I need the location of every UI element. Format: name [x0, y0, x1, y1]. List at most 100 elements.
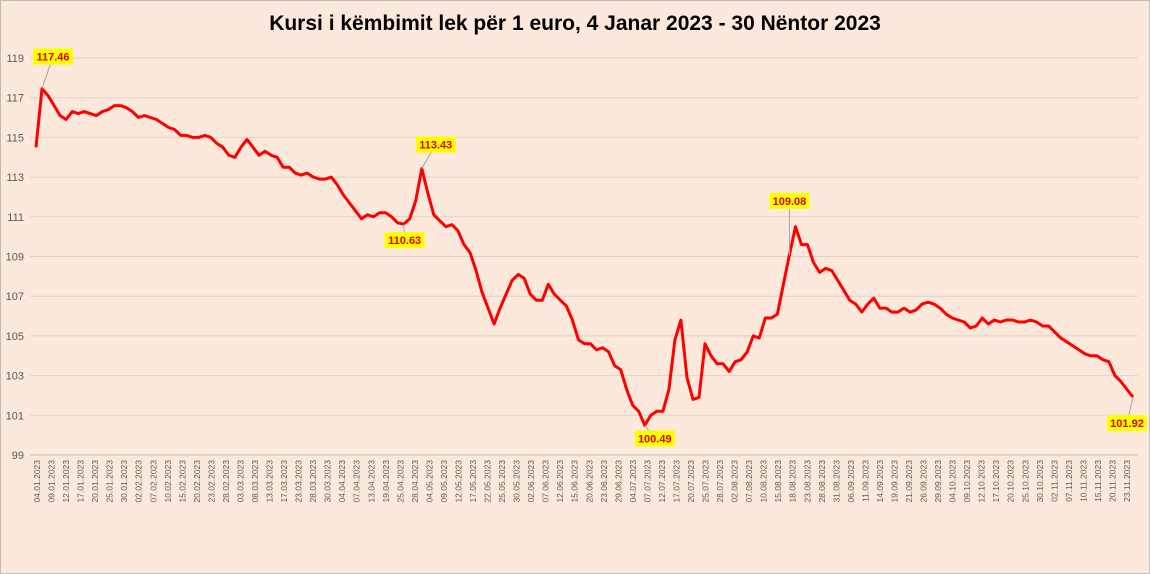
annotation-label: 117.46 [37, 52, 70, 64]
x-tick-label: 20.07.2023 [686, 460, 696, 503]
x-tick-label: 29.06.2023 [613, 460, 623, 503]
annotation-box [33, 48, 74, 65]
x-tick-label: 17.07.2023 [671, 460, 681, 503]
y-tick-label: 107 [6, 291, 24, 303]
x-tick-label: 14.09.2023 [875, 460, 885, 503]
x-tick-label: 02.11.2023 [1049, 460, 1059, 502]
x-tick-label: 09.01.2023 [47, 460, 57, 503]
annotation-box [415, 136, 456, 153]
x-tick-label: 12.10.2023 [977, 460, 987, 503]
y-tick-label: 111 [7, 212, 24, 224]
annotation-box [1107, 415, 1147, 432]
annotation-label: 109.08 [773, 196, 807, 208]
x-tick-label: 17.03.2023 [279, 460, 289, 503]
x-tick-label: 28.03.2023 [308, 460, 318, 503]
x-tick-label: 02.02.2023 [134, 460, 144, 503]
x-tick-label: 30.01.2023 [119, 460, 129, 503]
x-tick-label: 28.08.2023 [817, 460, 827, 503]
y-tick-label: 117 [6, 93, 24, 105]
x-tick-label: 03.03.2023 [235, 460, 245, 503]
x-tick-label: 02.06.2023 [526, 460, 536, 503]
x-tick-label: 12.07.2023 [657, 460, 667, 503]
y-tick-label: 99 [12, 450, 24, 462]
x-tick-label: 15.06.2023 [570, 460, 580, 503]
x-tick-label: 25.01.2023 [105, 460, 115, 503]
x-tick-label: 07.08.2023 [744, 460, 754, 503]
x-tick-label: 07.02.2023 [148, 460, 158, 503]
x-tick-label: 15.02.2023 [177, 460, 187, 503]
y-tick-label: 109 [6, 252, 24, 264]
x-tick-label: 13.03.2023 [265, 460, 275, 503]
x-tick-label: 04.01.2023 [32, 460, 42, 503]
x-tick-label: 22.05.2023 [483, 460, 493, 503]
x-tick-label: 10.02.2023 [163, 460, 173, 503]
x-tick-label: 11.09.2023 [860, 460, 870, 502]
x-tick-label: 12.01.2023 [61, 460, 71, 503]
x-tick-label: 30.03.2023 [323, 460, 333, 503]
annotation-label: 113.43 [419, 140, 452, 152]
x-tick-label: 23.03.2023 [294, 460, 304, 503]
annotation-label: 110.63 [388, 235, 421, 247]
annotation-box [634, 430, 675, 447]
x-tick-label: 25.04.2023 [395, 460, 405, 503]
x-tick-label: 12.06.2023 [555, 460, 565, 503]
chart-title: Kursi i këmbimit lek për 1 euro, 4 Janar… [269, 12, 881, 35]
x-tick-label: 17.05.2023 [468, 460, 478, 503]
x-tick-label: 26.09.2023 [919, 460, 929, 503]
x-tick-label: 04.05.2023 [424, 460, 434, 503]
x-tick-label: 07.07.2023 [642, 460, 652, 503]
x-tick-label: 19.04.2023 [381, 460, 391, 503]
x-tick-label: 23.02.2023 [206, 460, 216, 503]
y-tick-label: 101 [6, 410, 24, 422]
x-tick-label: 21.09.2023 [904, 460, 914, 503]
x-tick-label: 25.07.2023 [701, 460, 711, 503]
x-tick-label: 18.08.2023 [788, 460, 798, 503]
x-tick-label: 04.10.2023 [948, 460, 958, 503]
annotation-label: 101.92 [1110, 418, 1144, 430]
x-tick-label: 25.05.2023 [497, 460, 507, 503]
x-tick-label: 28.04.2023 [410, 460, 420, 503]
y-tick-label: 105 [6, 331, 24, 343]
y-tick-label: 113 [6, 172, 24, 184]
x-tick-label: 31.08.2023 [831, 460, 841, 503]
x-tick-label: 20.06.2023 [584, 460, 594, 503]
x-tick-label: 28.07.2023 [715, 460, 725, 503]
x-tick-label: 10.08.2023 [759, 460, 769, 503]
x-tick-label: 07.11.2023 [1064, 460, 1074, 502]
x-tick-label: 25.10.2023 [1020, 460, 1030, 503]
x-tick-label: 23.06.2023 [599, 460, 609, 503]
x-tick-label: 17.10.2023 [991, 460, 1001, 503]
annotation-box [769, 192, 810, 209]
x-tick-label: 13.04.2023 [366, 460, 376, 503]
x-tick-label: 09.10.2023 [962, 460, 972, 503]
x-tick-label: 19.09.2023 [889, 460, 899, 503]
x-tick-label: 23.08.2023 [802, 460, 812, 503]
x-tick-label: 04.04.2023 [337, 460, 347, 503]
x-tick-label: 30.05.2023 [512, 460, 522, 503]
series-line [34, 87, 1135, 427]
x-tick-label: 07.06.2023 [541, 460, 551, 503]
x-tick-label: 07.04.2023 [352, 460, 362, 503]
x-tick-label: 06.09.2023 [846, 460, 856, 503]
x-tick-label: 02.08.2023 [730, 460, 740, 503]
x-tick-label: 12.05.2023 [453, 460, 463, 503]
x-tick-label: 10.11.2023 [1078, 460, 1088, 502]
x-tick-label: 15.08.2023 [773, 460, 783, 503]
annotation-label: 100.49 [638, 433, 672, 445]
x-tick-label: 08.03.2023 [250, 460, 260, 503]
x-tick-label: 15.11.2023 [1093, 460, 1103, 502]
x-tick-label: 09.05.2023 [439, 460, 449, 503]
x-tick-label: 17.01.2023 [76, 460, 86, 503]
y-tick-label: 119 [6, 53, 24, 65]
x-tick-label: 20.01.2023 [90, 460, 100, 503]
y-tick-label: 103 [6, 371, 24, 383]
x-tick-label: 30.10.2023 [1035, 460, 1045, 503]
x-tick-label: 20.02.2023 [192, 460, 202, 503]
x-tick-label: 23.11.2023 [1122, 460, 1132, 502]
x-tick-label: 28.02.2023 [221, 460, 231, 503]
annotation-box [384, 232, 425, 249]
x-tick-label: 20.11.2023 [1107, 460, 1117, 502]
y-tick-label: 115 [6, 132, 24, 144]
x-tick-label: 29.09.2023 [933, 460, 943, 503]
